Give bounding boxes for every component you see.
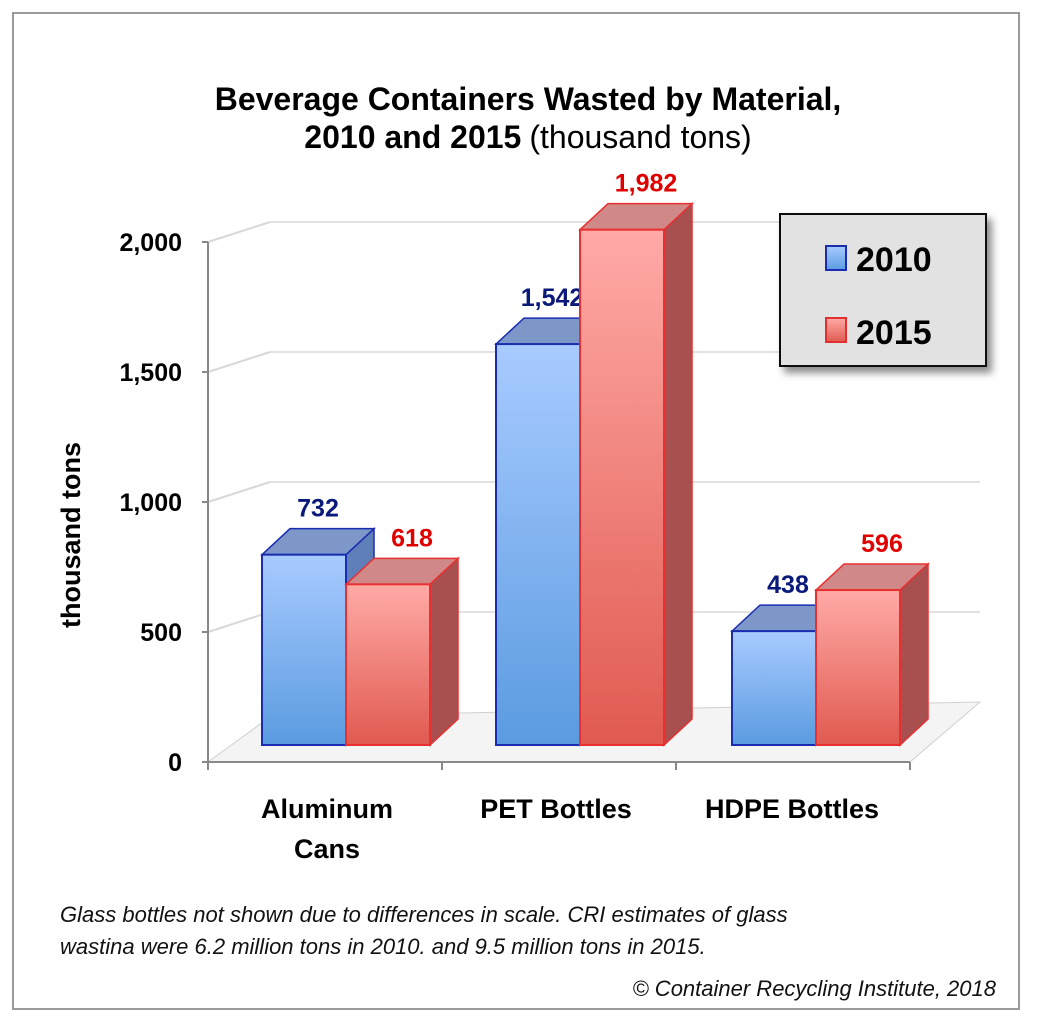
- bar-side: [429, 556, 459, 747]
- y-tick-label: 0: [168, 749, 182, 777]
- data-label: 732: [297, 495, 339, 523]
- bar-front: [261, 553, 347, 746]
- footnote-line1: Glass bottles not shown due to differenc…: [60, 902, 788, 927]
- bar-2015-2: 596: [814, 530, 930, 747]
- bar-front: [579, 228, 665, 746]
- y-axis-label: thousand tons: [56, 442, 86, 628]
- x-category-label: Cans: [294, 834, 360, 864]
- legend-swatch-2010: [825, 245, 847, 271]
- y-tick-label: 1,000: [119, 489, 182, 517]
- footnote-line2: wastina were 6.2 million tons in 2010. a…: [60, 934, 706, 959]
- y-tick-label: 500: [140, 619, 182, 647]
- bar-front: [815, 589, 901, 746]
- bar-front: [731, 630, 817, 746]
- data-label: 1,982: [615, 170, 678, 198]
- y-tick-label: 1,500: [119, 359, 182, 387]
- bar-front: [345, 583, 431, 746]
- bar-2015-0: 618: [344, 524, 460, 747]
- gridline-side: [207, 351, 271, 373]
- legend-label-2010: 2010: [856, 241, 932, 279]
- gridline-side: [207, 221, 271, 243]
- data-label: 1,542: [521, 284, 584, 312]
- gridline-side: [207, 611, 271, 633]
- gridline-side: [207, 481, 271, 503]
- legend: 2010 2015: [779, 213, 987, 367]
- bar-front: [495, 343, 581, 746]
- data-label: 438: [767, 571, 809, 599]
- data-label: 596: [861, 530, 903, 558]
- chart-title-line1: Beverage Containers Wasted by Material,: [215, 81, 842, 117]
- bar-2015-1: 1,982: [578, 170, 694, 747]
- copyright-credit: © Container Recycling Institute, 2018: [632, 976, 996, 1001]
- chart-title-unit: (thousand tons): [529, 119, 751, 155]
- x-category-label: PET Bottles: [480, 794, 632, 824]
- bar-side: [899, 562, 929, 747]
- x-category-label: HDPE Bottles: [705, 794, 879, 824]
- chart-title-line2: 2010 and 2015 (thousand tons): [304, 119, 751, 155]
- y-tick-label: 2,000: [119, 229, 182, 257]
- data-label: 618: [391, 524, 433, 552]
- chart-title-years: 2010 and 2015: [304, 119, 521, 155]
- legend-label-2015: 2015: [856, 314, 932, 352]
- chart-frame: [12, 12, 1020, 1010]
- x-category-label: Aluminum: [261, 794, 393, 824]
- legend-box: [779, 213, 987, 367]
- legend-swatch-2015: [825, 317, 847, 343]
- bar-side: [663, 201, 693, 747]
